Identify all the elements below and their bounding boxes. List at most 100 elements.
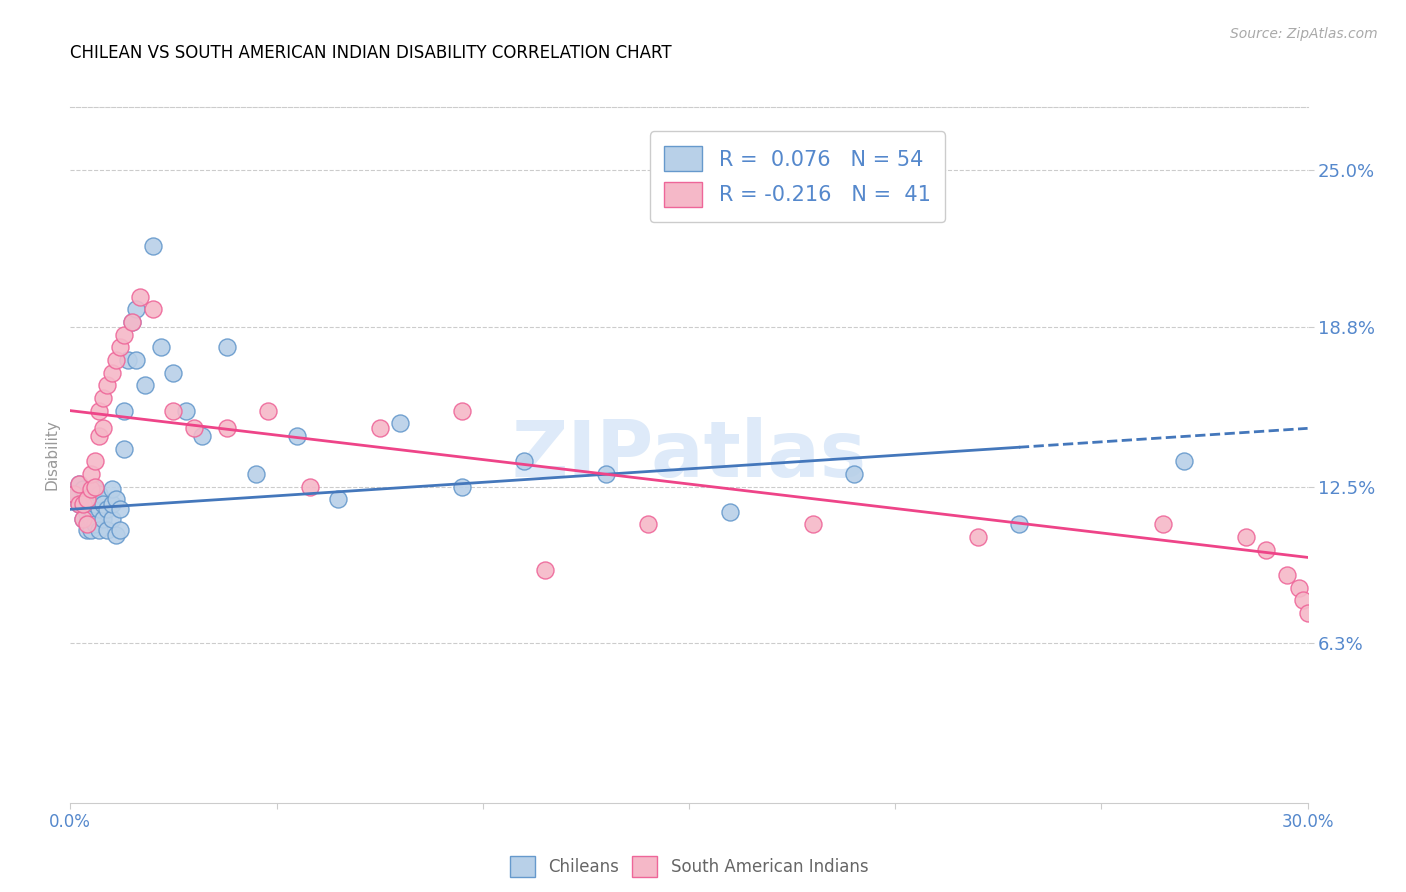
Point: [1173, 454, 1195, 468]
Point: [125, 302, 148, 317]
Point: [89, 487, 111, 501]
Point: [108, 340, 131, 354]
Text: Source: ZipAtlas.com: Source: ZipAtlas.com: [1230, 27, 1378, 41]
Point: [91, 421, 114, 435]
Point: [112, 442, 135, 456]
Point: [91, 512, 114, 526]
Point: [121, 315, 143, 329]
Point: [80, 523, 103, 537]
Point: [67, 497, 90, 511]
Text: ZIPatlas: ZIPatlas: [512, 417, 866, 493]
Point: [80, 482, 103, 496]
Point: [63, 487, 86, 501]
Point: [215, 340, 238, 354]
Point: [80, 502, 103, 516]
Point: [842, 467, 865, 481]
Point: [80, 467, 103, 481]
Point: [72, 512, 94, 526]
Point: [1234, 530, 1257, 544]
Point: [80, 512, 103, 526]
Point: [108, 502, 131, 516]
Text: CHILEAN VS SOUTH AMERICAN INDIAN DISABILITY CORRELATION CHART: CHILEAN VS SOUTH AMERICAN INDIAN DISABIL…: [70, 45, 672, 62]
Point: [533, 563, 555, 577]
Point: [100, 497, 122, 511]
Point: [91, 391, 114, 405]
Point: [1296, 606, 1319, 620]
Point: [389, 417, 412, 431]
Point: [142, 302, 165, 317]
Point: [134, 378, 156, 392]
Point: [298, 479, 321, 493]
Point: [1275, 568, 1298, 582]
Point: [67, 477, 90, 491]
Point: [84, 482, 107, 496]
Point: [637, 517, 659, 532]
Point: [63, 487, 86, 501]
Point: [76, 508, 98, 522]
Point: [328, 492, 350, 507]
Point: [76, 523, 98, 537]
Point: [89, 523, 111, 537]
Point: [718, 505, 741, 519]
Point: [285, 429, 308, 443]
Point: [84, 497, 107, 511]
Point: [1008, 517, 1031, 532]
Point: [72, 497, 94, 511]
Point: [801, 517, 824, 532]
Point: [245, 467, 267, 481]
Point: [1292, 593, 1315, 607]
Point: [72, 512, 94, 526]
Point: [89, 403, 111, 417]
Point: [368, 421, 391, 435]
Point: [104, 492, 127, 507]
Point: [215, 421, 238, 435]
Point: [112, 327, 135, 342]
Point: [89, 429, 111, 443]
Point: [104, 353, 127, 368]
Point: [67, 497, 90, 511]
Point: [84, 479, 107, 493]
Point: [174, 403, 197, 417]
Point: [108, 523, 131, 537]
Point: [1256, 542, 1278, 557]
Point: [100, 482, 122, 496]
Point: [129, 290, 152, 304]
Point: [96, 378, 118, 392]
Point: [125, 353, 148, 368]
Point: [96, 502, 118, 516]
Point: [1288, 581, 1310, 595]
Point: [100, 512, 122, 526]
Point: [595, 467, 617, 481]
Point: [121, 315, 143, 329]
Point: [513, 454, 536, 468]
Point: [104, 527, 127, 541]
Point: [96, 523, 118, 537]
Point: [142, 239, 165, 253]
Point: [84, 517, 107, 532]
Point: [100, 366, 122, 380]
Point: [76, 517, 98, 532]
Point: [72, 482, 94, 496]
Point: [162, 366, 184, 380]
Point: [89, 502, 111, 516]
Point: [183, 421, 205, 435]
Point: [112, 403, 135, 417]
Point: [451, 403, 474, 417]
Point: [117, 353, 139, 368]
Point: [76, 492, 98, 507]
Point: [191, 429, 214, 443]
Y-axis label: Disability: Disability: [44, 419, 59, 491]
Point: [150, 340, 173, 354]
Point: [76, 492, 98, 507]
Point: [451, 479, 474, 493]
Point: [84, 454, 107, 468]
Legend: Chileans, South American Indians: Chileans, South American Indians: [502, 848, 876, 885]
Point: [67, 477, 90, 491]
Point: [966, 530, 988, 544]
Point: [72, 497, 94, 511]
Point: [162, 403, 184, 417]
Point: [257, 403, 280, 417]
Point: [91, 497, 114, 511]
Point: [1152, 517, 1174, 532]
Point: [80, 487, 103, 501]
